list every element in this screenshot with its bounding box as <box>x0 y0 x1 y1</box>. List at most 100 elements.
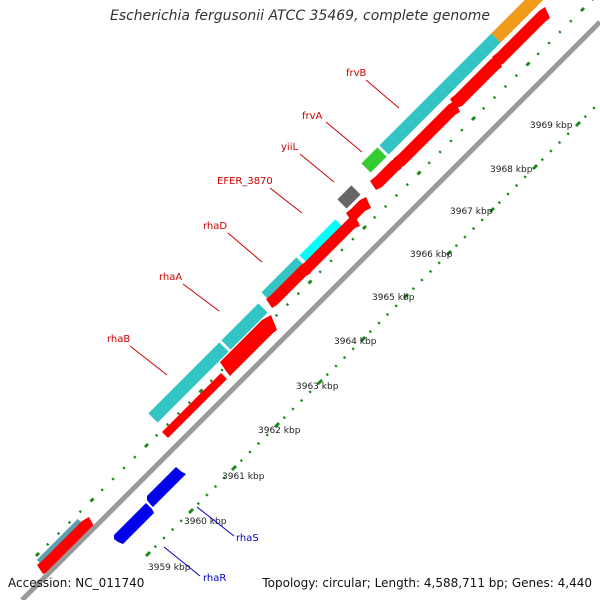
tick-mark <box>318 270 322 274</box>
gene-label-rhas[interactable]: rhaS <box>236 533 259 544</box>
gene-label-yiil[interactable]: yiiL <box>281 142 298 153</box>
tick-mark <box>492 95 497 100</box>
scale-tick <box>342 355 347 360</box>
cds-forward-track <box>37 7 550 574</box>
tick-mark <box>536 52 540 56</box>
leader-line <box>129 345 168 376</box>
gene-label-frva[interactable]: frvA <box>302 111 323 122</box>
scale-tick <box>506 192 510 196</box>
scale-tick <box>377 321 381 325</box>
cds-arrow <box>370 157 402 190</box>
tick-mark <box>133 455 137 459</box>
tick-mark <box>100 488 104 492</box>
scale-tick <box>291 407 295 411</box>
scale-tick <box>437 261 441 265</box>
cds-arrow-reverse <box>147 467 186 507</box>
gene-label-efer_3870[interactable]: EFER_3870 <box>217 176 273 187</box>
scale-tick <box>308 390 312 394</box>
leader-line <box>227 232 263 263</box>
scale-tick <box>153 545 157 549</box>
leader-line <box>299 153 335 183</box>
scale-tick <box>368 330 372 334</box>
tick-mark <box>198 388 204 394</box>
scale-tick <box>445 249 453 257</box>
tick-mark <box>351 237 355 241</box>
cog-segment-efer3870 <box>299 219 345 265</box>
tick-mark <box>143 442 150 449</box>
leader-line <box>196 506 235 537</box>
gene-label-frvb[interactable]: frvB <box>346 68 367 79</box>
scale-tick <box>256 441 261 446</box>
scale-tick <box>566 132 570 136</box>
tick-mark <box>558 30 562 34</box>
scale-label: 3962 kbp <box>258 426 301 436</box>
scale-label: 3959 kbp <box>148 563 191 573</box>
tick-mark <box>67 520 72 525</box>
scale-tick <box>480 218 484 222</box>
scale-tick <box>514 183 519 188</box>
scale-label: 3964 kbp <box>334 337 377 347</box>
tick-mark <box>470 115 477 122</box>
tick-mark <box>547 41 551 45</box>
scale-label: 3960 kbp <box>184 517 227 527</box>
scale-tick <box>463 235 467 239</box>
scale-tick <box>325 373 329 377</box>
tick-mark <box>405 183 409 187</box>
tick-mark <box>449 139 453 143</box>
scale-tick <box>205 493 209 497</box>
tick-mark <box>176 411 181 416</box>
cog-segment-rhaD <box>261 257 306 302</box>
scale-tick <box>265 433 269 437</box>
tick-mark <box>361 224 368 231</box>
tick-mark <box>56 531 61 536</box>
cog-segment-rhaB <box>148 342 229 423</box>
scale-tick <box>402 292 410 300</box>
scale-tick <box>471 226 476 231</box>
tick-mark <box>569 19 573 23</box>
cog-segment-orange <box>491 0 544 43</box>
tick-mark <box>285 302 290 307</box>
scale-label: 3965 kbp <box>372 293 415 303</box>
scale-tick <box>230 464 238 472</box>
cds-arrow <box>450 56 502 108</box>
scale-tick <box>222 476 226 480</box>
cds-arrow <box>300 215 360 276</box>
gene-label-rhar[interactable]: rhaR <box>203 573 226 584</box>
tick-mark <box>373 215 377 219</box>
cds-arrow <box>346 197 371 222</box>
cog-track <box>36 0 544 567</box>
tick-mark <box>209 379 213 383</box>
scale-tick <box>411 287 415 291</box>
tick-mark <box>329 259 333 263</box>
tick-mark <box>122 466 126 470</box>
tick-mark <box>416 170 422 176</box>
leader-line <box>269 187 303 214</box>
tick-mark <box>78 510 82 514</box>
gene-label-rhad[interactable]: rhaD <box>203 221 227 232</box>
leader-line <box>182 283 220 312</box>
tick-mark <box>427 161 431 165</box>
scale-label: 3963 kbp <box>296 382 339 392</box>
scale-tick <box>385 312 390 317</box>
scale-tick <box>394 304 398 308</box>
tick-mark <box>514 74 518 78</box>
scale-tick <box>428 269 433 274</box>
cds-arrow <box>220 315 277 376</box>
scale-tick <box>497 201 501 205</box>
tick-mark <box>394 193 399 198</box>
scale-label: 3969 kbp <box>530 121 573 131</box>
leader-line <box>365 79 400 109</box>
gene-label-rhab[interactable]: rhaB <box>107 334 130 345</box>
scale-tick <box>162 536 166 540</box>
tick-mark <box>460 128 464 132</box>
accession-label: Accession: NC_011740 <box>8 576 145 590</box>
scale-tick <box>523 175 527 179</box>
tick-mark <box>220 368 224 372</box>
scale-tick <box>592 106 596 110</box>
scale-tick <box>454 244 458 248</box>
cds-reverse-track <box>114 467 186 544</box>
gene-label-rhaa[interactable]: rhaA <box>159 272 182 283</box>
scale-tick <box>179 519 183 523</box>
tick-mark <box>307 279 313 285</box>
